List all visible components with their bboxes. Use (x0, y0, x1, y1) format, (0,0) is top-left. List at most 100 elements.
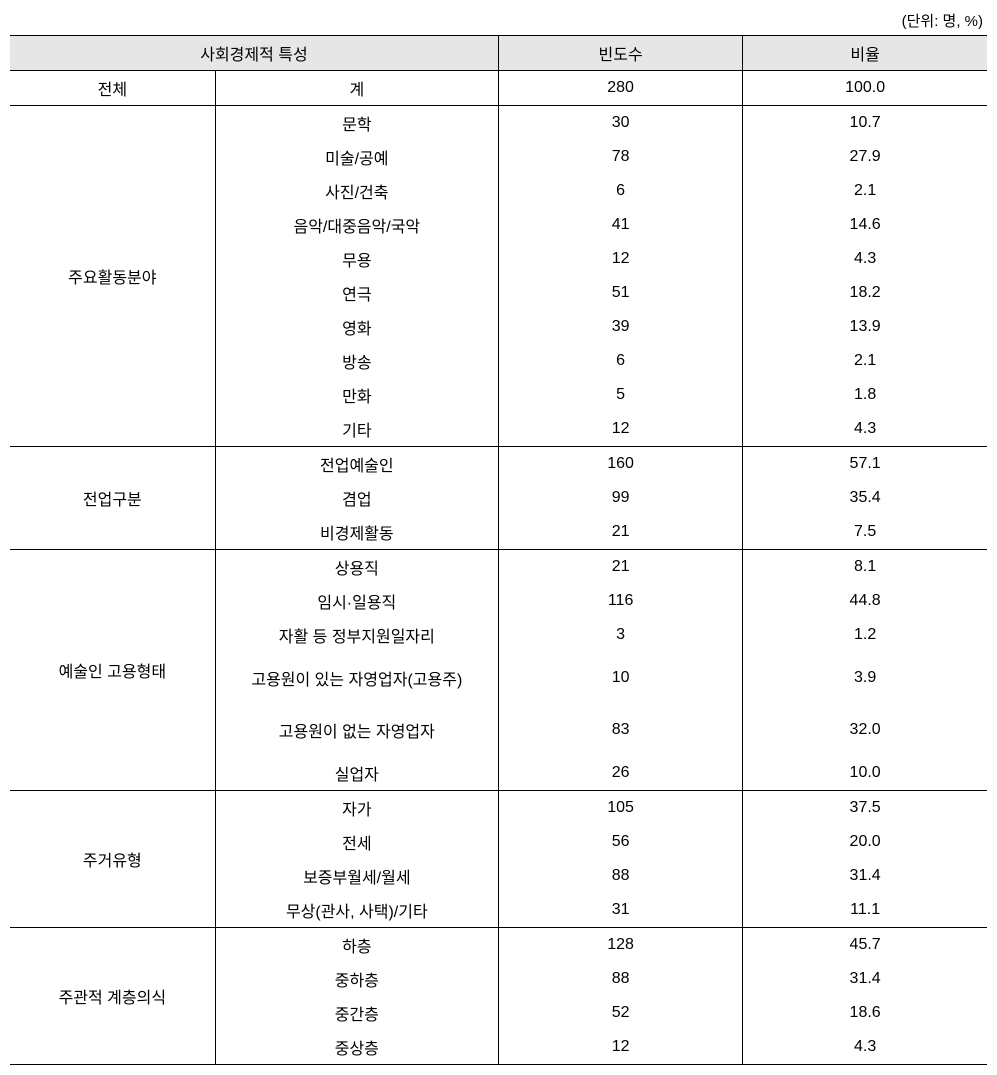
group-label: 주요활동분야 (10, 106, 215, 447)
freq-cell: 3 (498, 618, 742, 652)
sub-label: 겸업 (215, 481, 498, 515)
freq-cell: 280 (498, 71, 742, 106)
ratio-cell: 20.0 (743, 825, 987, 859)
ratio-cell: 18.2 (743, 276, 987, 310)
ratio-cell: 4.3 (743, 412, 987, 447)
ratio-cell: 4.3 (743, 242, 987, 276)
freq-cell: 12 (498, 412, 742, 447)
ratio-cell: 2.1 (743, 344, 987, 378)
freq-cell: 83 (498, 704, 742, 756)
table-row: 전업구분전업예술인16057.1 (10, 447, 987, 482)
header-category: 사회경제적 특성 (10, 36, 498, 71)
sub-label: 전세 (215, 825, 498, 859)
freq-cell: 99 (498, 481, 742, 515)
data-table: 사회경제적 특성 빈도수 비율 전체계280100.0주요활동분야문학3010.… (10, 35, 987, 1065)
table-row: 주거유형자가10537.5 (10, 791, 987, 826)
ratio-cell: 7.5 (743, 515, 987, 550)
ratio-cell: 44.8 (743, 584, 987, 618)
sub-label: 사진/건축 (215, 174, 498, 208)
freq-cell: 6 (498, 344, 742, 378)
ratio-cell: 31.4 (743, 962, 987, 996)
freq-cell: 31 (498, 893, 742, 928)
sub-label: 연극 (215, 276, 498, 310)
ratio-cell: 14.6 (743, 208, 987, 242)
sub-label: 방송 (215, 344, 498, 378)
ratio-cell: 4.3 (743, 1030, 987, 1065)
sub-label: 중하층 (215, 962, 498, 996)
freq-cell: 5 (498, 378, 742, 412)
sub-label: 비경제활동 (215, 515, 498, 550)
freq-cell: 116 (498, 584, 742, 618)
freq-cell: 56 (498, 825, 742, 859)
sub-label: 실업자 (215, 756, 498, 791)
freq-cell: 105 (498, 791, 742, 826)
freq-cell: 51 (498, 276, 742, 310)
ratio-cell: 57.1 (743, 447, 987, 482)
group-label: 주관적 계층의식 (10, 928, 215, 1065)
sub-label: 중간층 (215, 996, 498, 1030)
ratio-cell: 13.9 (743, 310, 987, 344)
table-row: 예술인 고용형태상용직218.1 (10, 550, 987, 585)
ratio-cell: 10.7 (743, 106, 987, 141)
group-label: 전체 (10, 71, 215, 106)
freq-cell: 12 (498, 1030, 742, 1065)
group-label: 주거유형 (10, 791, 215, 928)
ratio-cell: 45.7 (743, 928, 987, 963)
sub-label: 영화 (215, 310, 498, 344)
freq-cell: 88 (498, 859, 742, 893)
table-row: 전체계280100.0 (10, 71, 987, 106)
freq-cell: 26 (498, 756, 742, 791)
sub-label: 자가 (215, 791, 498, 826)
sub-label: 만화 (215, 378, 498, 412)
freq-cell: 10 (498, 652, 742, 704)
ratio-cell: 1.8 (743, 378, 987, 412)
header-ratio: 비율 (743, 36, 987, 71)
sub-label: 기타 (215, 412, 498, 447)
ratio-cell: 2.1 (743, 174, 987, 208)
ratio-cell: 32.0 (743, 704, 987, 756)
ratio-cell: 1.2 (743, 618, 987, 652)
sub-label: 상용직 (215, 550, 498, 585)
ratio-cell: 35.4 (743, 481, 987, 515)
ratio-cell: 100.0 (743, 71, 987, 106)
sub-label: 미술/공예 (215, 140, 498, 174)
freq-cell: 78 (498, 140, 742, 174)
freq-cell: 30 (498, 106, 742, 141)
table-row: 주관적 계층의식하층12845.7 (10, 928, 987, 963)
freq-cell: 6 (498, 174, 742, 208)
freq-cell: 21 (498, 550, 742, 585)
freq-cell: 52 (498, 996, 742, 1030)
sub-label: 전업예술인 (215, 447, 498, 482)
group-label: 예술인 고용형태 (10, 550, 215, 791)
sub-label: 보증부월세/월세 (215, 859, 498, 893)
ratio-cell: 37.5 (743, 791, 987, 826)
sub-label: 고용원이 없는 자영업자 (215, 704, 498, 756)
freq-cell: 88 (498, 962, 742, 996)
sub-label: 음악/대중음악/국악 (215, 208, 498, 242)
sub-label: 자활 등 정부지원일자리 (215, 618, 498, 652)
sub-label: 무용 (215, 242, 498, 276)
sub-label: 무상(관사, 사택)/기타 (215, 893, 498, 928)
group-label: 전업구분 (10, 447, 215, 550)
sub-label: 문학 (215, 106, 498, 141)
freq-cell: 41 (498, 208, 742, 242)
ratio-cell: 18.6 (743, 996, 987, 1030)
header-row: 사회경제적 특성 빈도수 비율 (10, 36, 987, 71)
ratio-cell: 3.9 (743, 652, 987, 704)
header-frequency: 빈도수 (498, 36, 742, 71)
freq-cell: 160 (498, 447, 742, 482)
ratio-cell: 11.1 (743, 893, 987, 928)
ratio-cell: 31.4 (743, 859, 987, 893)
ratio-cell: 27.9 (743, 140, 987, 174)
freq-cell: 39 (498, 310, 742, 344)
ratio-cell: 8.1 (743, 550, 987, 585)
freq-cell: 12 (498, 242, 742, 276)
sub-label: 고용원이 있는 자영업자(고용주) (215, 652, 498, 704)
sub-label: 계 (215, 71, 498, 106)
ratio-cell: 10.0 (743, 756, 987, 791)
sub-label: 중상층 (215, 1030, 498, 1065)
freq-cell: 128 (498, 928, 742, 963)
unit-label: (단위: 명, %) (10, 10, 987, 31)
sub-label: 하층 (215, 928, 498, 963)
freq-cell: 21 (498, 515, 742, 550)
